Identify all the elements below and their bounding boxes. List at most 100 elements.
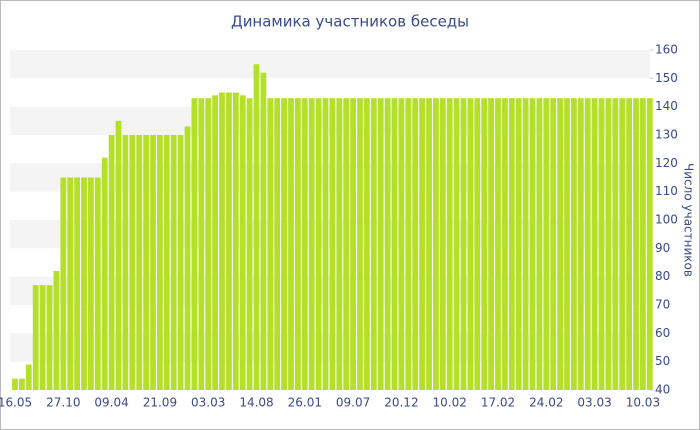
bar [522,98,529,391]
bar [74,177,80,390]
bar [88,177,94,390]
bar [108,135,115,390]
bar [384,98,391,391]
bar [115,120,122,390]
bar [246,98,253,391]
x-tick-label: 03.03 [191,396,225,410]
bar [301,98,308,391]
bar [426,98,432,391]
bar [322,98,329,391]
x-tick-label: 09.04 [94,396,128,410]
bar [646,98,653,391]
bar [239,95,246,390]
bar [198,98,205,391]
y-tick-label: 140 [655,99,678,113]
bar [260,72,267,391]
bar [226,92,232,390]
bar [398,98,405,391]
x-tick-label: 14.08 [239,396,273,410]
x-tick-label: 09.07 [336,396,370,410]
bar [433,98,439,391]
bar [419,98,425,391]
bar [315,98,322,391]
bar [412,98,419,391]
bar [584,98,591,391]
bar [308,98,315,391]
bar [25,364,32,390]
x-tick-label: 03.03 [577,396,611,410]
x-tick-label: 20.12 [384,396,418,410]
x-tick-label: 10.03 [626,396,660,410]
y-tick-label: 130 [655,128,678,142]
bar [288,98,294,391]
bar [212,95,218,390]
x-tick-label: 10.02 [433,396,467,410]
bar [53,271,60,390]
bar [329,98,336,391]
bar [67,177,74,390]
bar [536,98,543,391]
y-tick-label: 150 [655,71,678,85]
bar [502,98,508,391]
bar [481,98,488,391]
bar [550,98,557,391]
bar [177,135,184,390]
bar [391,98,398,391]
bar [370,98,377,391]
bar [101,157,108,390]
bar [253,64,260,391]
bar [508,98,515,391]
bar [619,98,626,391]
bar [219,92,225,390]
bar [267,98,274,391]
bar [81,177,87,390]
bar [274,98,281,391]
bar [467,98,474,391]
y-tick-label: 110 [655,184,678,198]
bar [557,98,563,391]
bar [591,98,598,391]
bar [150,135,156,390]
x-tick-label: 24.02 [529,396,563,410]
y-tick-label: 50 [655,354,670,368]
bar [94,177,101,390]
bar [571,98,577,391]
bar [377,98,384,391]
y-tick-label: 70 [655,298,670,312]
bar [612,98,619,391]
x-tick-label: 26.01 [288,396,322,410]
bar [543,98,550,391]
x-tick-label: 27.10 [46,396,80,410]
bar [12,378,18,390]
bar [564,98,570,391]
bar [405,98,412,391]
y-tick-label: 90 [655,241,670,255]
bar [474,98,481,391]
y-tick-label: 40 [655,383,670,397]
y-tick-label: 120 [655,156,678,170]
bar [205,98,212,391]
bar [446,98,453,391]
y-tick-label: 60 [655,326,670,340]
bar [191,98,198,391]
bar [598,98,605,391]
bar [577,98,584,391]
chart-title: Динамика участников беседы [231,13,469,31]
bar [170,135,177,390]
bar [350,98,356,391]
bar [129,135,136,390]
bar [157,135,163,390]
y-tick-label: 160 [655,43,678,57]
bar [184,126,191,390]
bar [143,135,149,390]
bar [495,98,501,391]
bar [336,98,343,391]
x-tick-label: 21.09 [143,396,177,410]
bar [39,285,46,390]
bar [295,98,301,391]
bar [357,98,363,391]
bar [605,98,612,391]
bar [232,92,239,390]
